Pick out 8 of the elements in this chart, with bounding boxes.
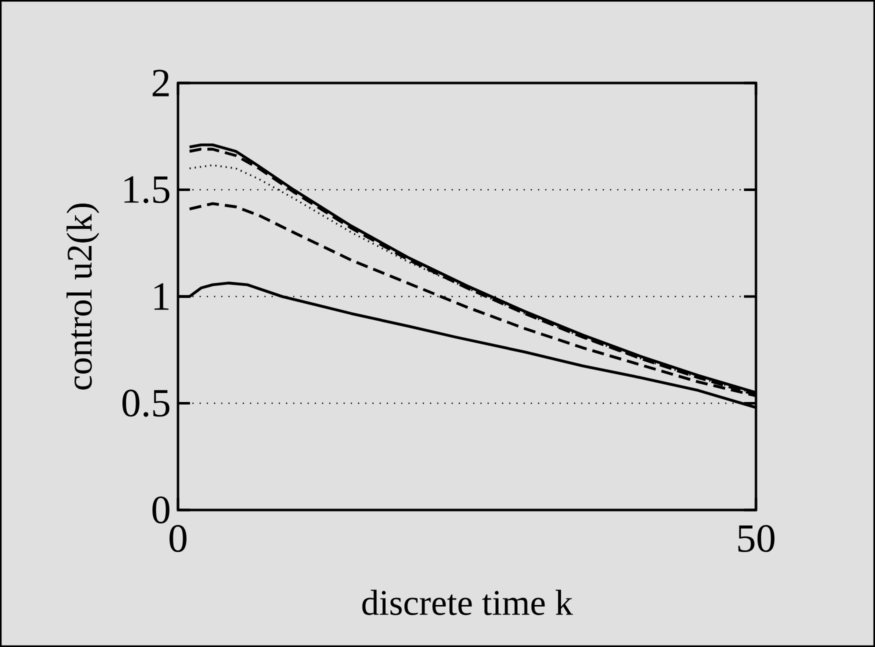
y-tick-label: 1.5: [124, 176, 170, 204]
x-axis-title: discrete time k: [362, 590, 573, 616]
x-tick-label: 50: [738, 525, 774, 552]
y-tick-label: 1: [154, 283, 169, 310]
y-tick-label: 2: [152, 70, 169, 96]
y-tick-label: 0: [152, 496, 170, 524]
y-tick-label: 0.5: [122, 390, 170, 417]
y-axis-title: control u2(k): [66, 204, 100, 390]
